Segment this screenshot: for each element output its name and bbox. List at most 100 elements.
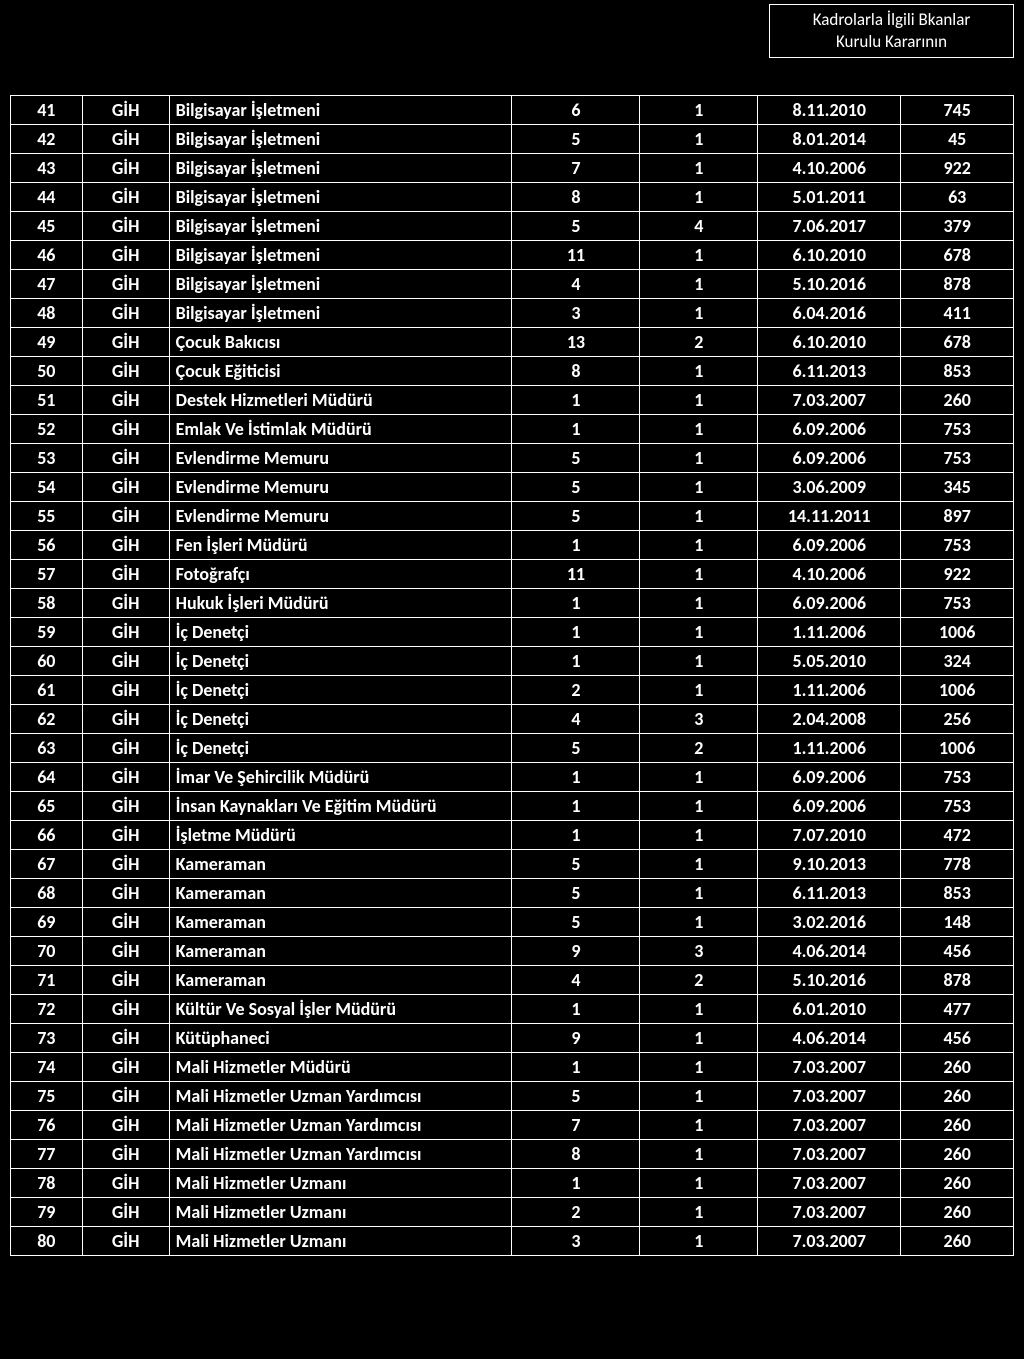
table-row: 52GİHEmlak Ve İstimlak Müdürü116.09.2006…: [11, 415, 1014, 444]
cell-sira: 67: [11, 850, 83, 879]
cell-sira: 75: [11, 1082, 83, 1111]
table-row: 73GİHKütüphaneci914.06.2014456: [11, 1024, 1014, 1053]
cell-unvan: Çocuk Bakıcısı: [169, 328, 512, 357]
cell-sayi: 260: [901, 1227, 1014, 1256]
cell-derece: 4: [512, 966, 640, 995]
cell-tarih: 6.09.2006: [758, 792, 901, 821]
cell-derece: 9: [512, 1024, 640, 1053]
cell-adet: 1: [640, 821, 758, 850]
cell-sinif: GİH: [82, 1227, 169, 1256]
cell-sinif: GİH: [82, 386, 169, 415]
cell-tarih: 4.10.2006: [758, 154, 901, 183]
cell-derece: 1: [512, 792, 640, 821]
cell-derece: 4: [512, 270, 640, 299]
cell-sinif: GİH: [82, 966, 169, 995]
cell-tarih: 6.11.2013: [758, 879, 901, 908]
cell-tarih: 6.10.2010: [758, 241, 901, 270]
cell-tarih: 7.03.2007: [758, 1198, 901, 1227]
cell-adet: 4: [640, 212, 758, 241]
cell-adet: 1: [640, 1227, 758, 1256]
cell-sayi: 260: [901, 1169, 1014, 1198]
cell-derece: 3: [512, 1227, 640, 1256]
cell-unvan: Bilgisayar İşletmeni: [169, 183, 512, 212]
cell-sayi: 456: [901, 937, 1014, 966]
cell-sinif: GİH: [82, 705, 169, 734]
cell-sira: 74: [11, 1053, 83, 1082]
cell-tarih: 4.06.2014: [758, 1024, 901, 1053]
cell-derece: 1: [512, 763, 640, 792]
table-row: 41GİHBilgisayar İşletmeni618.11.2010745: [11, 96, 1014, 125]
cell-sayi: 853: [901, 879, 1014, 908]
cell-sira: 77: [11, 1140, 83, 1169]
cell-sira: 66: [11, 821, 83, 850]
cell-sira: 62: [11, 705, 83, 734]
cell-sira: 57: [11, 560, 83, 589]
table-row: 59GİHİç Denetçi111.11.20061006: [11, 618, 1014, 647]
cell-sayi: 379: [901, 212, 1014, 241]
cell-sinif: GİH: [82, 1082, 169, 1111]
cell-sayi: 260: [901, 1140, 1014, 1169]
table-row: 78GİHMali Hizmetler Uzmanı117.03.2007260: [11, 1169, 1014, 1198]
cell-tarih: 7.03.2007: [758, 1169, 901, 1198]
cell-unvan: İç Denetçi: [169, 705, 512, 734]
cell-unvan: İç Denetçi: [169, 647, 512, 676]
cell-sinif: GİH: [82, 995, 169, 1024]
cell-adet: 1: [640, 995, 758, 1024]
cell-sira: 50: [11, 357, 83, 386]
cell-derece: 8: [512, 183, 640, 212]
cell-tarih: 1.11.2006: [758, 618, 901, 647]
cell-sinif: GİH: [82, 154, 169, 183]
table-row: 71GİHKameraman425.10.2016878: [11, 966, 1014, 995]
cell-sinif: GİH: [82, 1198, 169, 1227]
cell-adet: 1: [640, 270, 758, 299]
table-row: 53GİHEvlendirme Memuru516.09.2006753: [11, 444, 1014, 473]
cell-tarih: 6.09.2006: [758, 531, 901, 560]
cell-tarih: 3.06.2009: [758, 473, 901, 502]
cell-adet: 1: [640, 908, 758, 937]
cell-adet: 2: [640, 328, 758, 357]
cell-sayi: 878: [901, 966, 1014, 995]
table-row: 75GİHMali Hizmetler Uzman Yardımcısı517.…: [11, 1082, 1014, 1111]
data-table: 41GİHBilgisayar İşletmeni618.11.20107454…: [10, 95, 1014, 1256]
cell-tarih: 7.03.2007: [758, 1227, 901, 1256]
cell-unvan: Evlendirme Memuru: [169, 444, 512, 473]
cell-sinif: GİH: [82, 328, 169, 357]
cell-sayi: 477: [901, 995, 1014, 1024]
cell-tarih: 1.11.2006: [758, 734, 901, 763]
cell-sinif: GİH: [82, 763, 169, 792]
cell-tarih: 8.11.2010: [758, 96, 901, 125]
cell-adet: 1: [640, 1111, 758, 1140]
cell-adet: 1: [640, 502, 758, 531]
cell-sinif: GİH: [82, 937, 169, 966]
cell-sira: 70: [11, 937, 83, 966]
cell-sayi: 256: [901, 705, 1014, 734]
table-row: 77GİHMali Hizmetler Uzman Yardımcısı817.…: [11, 1140, 1014, 1169]
table-row: 48GİHBilgisayar İşletmeni316.04.2016411: [11, 299, 1014, 328]
table-row: 43GİHBilgisayar İşletmeni714.10.2006922: [11, 154, 1014, 183]
cell-adet: 1: [640, 618, 758, 647]
table-row: 69GİHKameraman513.02.2016148: [11, 908, 1014, 937]
cell-sinif: GİH: [82, 299, 169, 328]
cell-derece: 5: [512, 444, 640, 473]
cell-tarih: 1.11.2006: [758, 676, 901, 705]
cell-derece: 5: [512, 473, 640, 502]
table-row: 67GİHKameraman519.10.2013778: [11, 850, 1014, 879]
cell-sinif: GİH: [82, 676, 169, 705]
cell-unvan: İç Denetçi: [169, 734, 512, 763]
cell-sayi: 922: [901, 154, 1014, 183]
cell-adet: 1: [640, 1082, 758, 1111]
cell-adet: 2: [640, 966, 758, 995]
cell-unvan: Mali Hizmetler Uzmanı: [169, 1227, 512, 1256]
cell-sayi: 1006: [901, 676, 1014, 705]
cell-adet: 1: [640, 792, 758, 821]
cell-unvan: İç Denetçi: [169, 618, 512, 647]
cell-adet: 1: [640, 1140, 758, 1169]
cell-adet: 1: [640, 879, 758, 908]
cell-tarih: 7.06.2017: [758, 212, 901, 241]
cell-sayi: 1006: [901, 618, 1014, 647]
cell-sinif: GİH: [82, 212, 169, 241]
table-body: 41GİHBilgisayar İşletmeni618.11.20107454…: [11, 96, 1014, 1256]
cell-sira: 42: [11, 125, 83, 154]
cell-tarih: 8.01.2014: [758, 125, 901, 154]
cell-tarih: 9.10.2013: [758, 850, 901, 879]
